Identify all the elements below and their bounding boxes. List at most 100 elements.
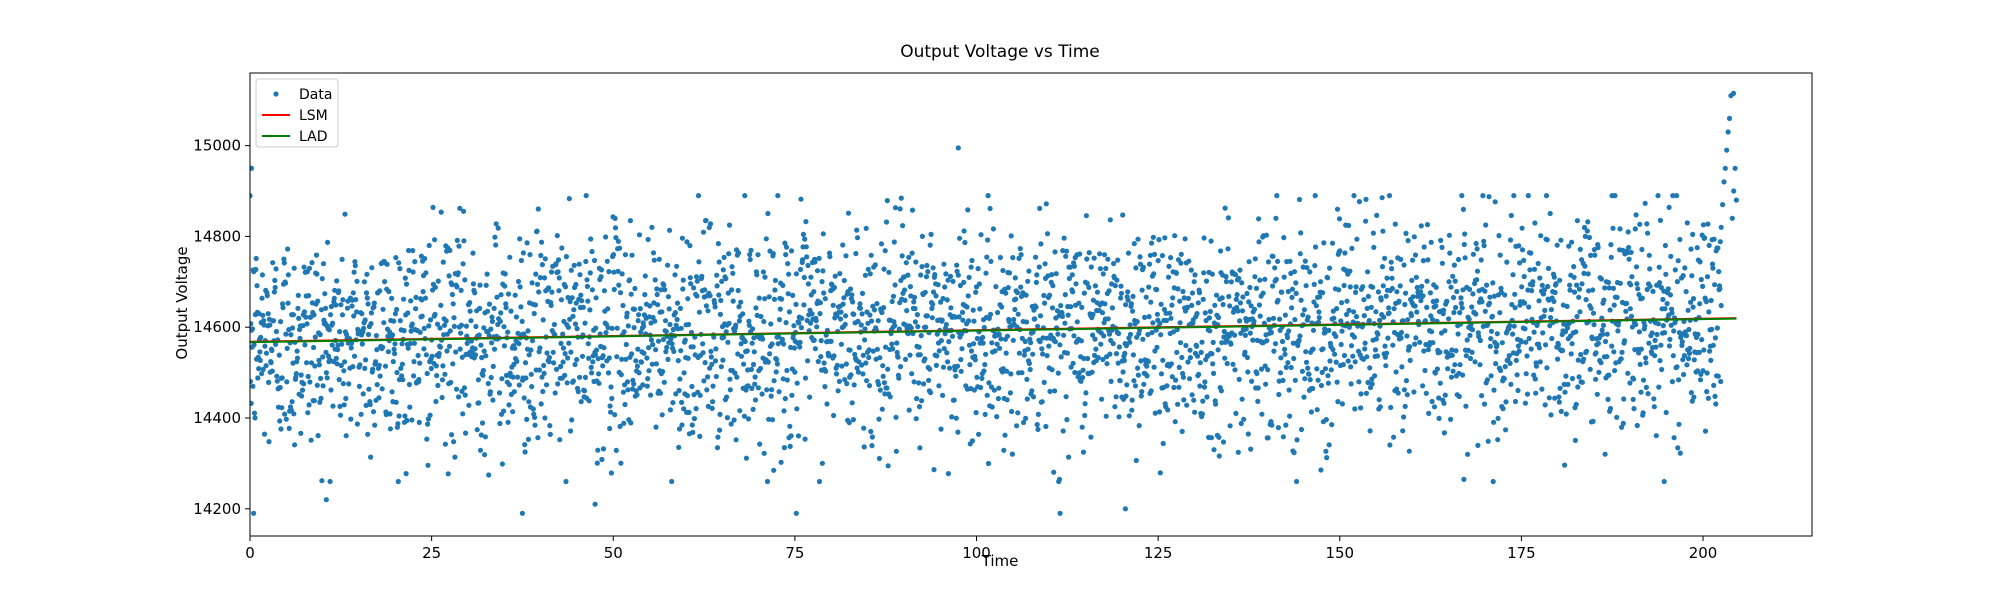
data-point — [323, 349, 329, 355]
data-point — [1145, 331, 1151, 338]
data-point — [955, 145, 961, 151]
data-point — [608, 409, 614, 415]
data-point — [787, 443, 793, 449]
data-point — [842, 377, 848, 383]
data-point — [704, 387, 710, 393]
data-point — [476, 332, 482, 338]
data-point — [824, 401, 830, 407]
data-point — [929, 315, 935, 321]
data-point — [572, 361, 578, 368]
data-point — [1484, 282, 1490, 288]
data-point — [1712, 393, 1718, 399]
data-point — [1080, 449, 1087, 455]
data-point — [1197, 383, 1203, 389]
data-point — [592, 352, 598, 358]
data-point — [1351, 334, 1357, 340]
data-point — [461, 385, 467, 391]
data-point — [1172, 419, 1178, 425]
data-point — [973, 410, 979, 416]
data-point — [1697, 259, 1703, 265]
data-point — [568, 349, 574, 355]
data-point — [1344, 311, 1350, 318]
data-point — [1655, 193, 1661, 199]
data-point — [1073, 281, 1079, 287]
data-point — [477, 305, 483, 311]
data-point — [869, 443, 875, 449]
data-point — [780, 376, 786, 382]
y-axis-label: Output Voltage — [173, 246, 191, 359]
data-point — [845, 210, 852, 216]
data-point — [714, 283, 720, 289]
data-point — [1285, 360, 1291, 366]
data-point — [565, 355, 571, 361]
data-point — [284, 379, 290, 385]
data-point — [556, 275, 562, 281]
data-point — [1340, 362, 1346, 368]
data-point — [456, 243, 462, 249]
data-point — [617, 245, 623, 251]
data-point — [1569, 341, 1575, 347]
data-point — [535, 435, 541, 441]
data-point — [285, 300, 291, 306]
data-point — [1519, 284, 1525, 290]
data-point — [389, 332, 396, 338]
data-point — [735, 287, 741, 294]
data-point — [900, 223, 906, 229]
data-point — [1718, 378, 1724, 385]
data-point — [759, 391, 765, 397]
data-point — [337, 329, 343, 335]
data-point — [1258, 366, 1265, 372]
data-point — [954, 363, 961, 369]
data-point — [590, 359, 596, 365]
data-point — [1521, 257, 1527, 263]
data-point — [396, 260, 402, 266]
data-point — [1181, 295, 1187, 301]
data-point — [1329, 422, 1335, 428]
data-point — [1105, 316, 1111, 322]
data-point — [439, 394, 445, 401]
legend-label-lad: LAD — [299, 129, 327, 145]
data-point — [1530, 279, 1536, 285]
data-point — [819, 460, 826, 466]
data-point — [827, 254, 833, 260]
data-point — [687, 275, 693, 281]
data-point — [1361, 313, 1367, 319]
data-point — [456, 394, 462, 400]
data-point — [1513, 357, 1519, 363]
data-point — [1189, 392, 1195, 398]
data-point — [376, 362, 382, 368]
data-point — [1071, 263, 1077, 269]
data-point — [622, 252, 629, 258]
data-point — [940, 364, 947, 370]
data-point — [721, 254, 727, 260]
data-point — [1230, 361, 1236, 367]
data-point — [1030, 351, 1036, 357]
data-point — [1177, 340, 1184, 346]
data-point — [330, 320, 336, 326]
data-point — [1166, 263, 1172, 269]
data-point — [505, 419, 511, 425]
data-point — [587, 270, 593, 276]
data-point — [258, 334, 264, 340]
data-point — [1560, 347, 1566, 354]
data-point — [798, 196, 804, 202]
data-point — [1007, 390, 1014, 396]
data-point — [292, 442, 298, 448]
data-point — [691, 416, 698, 422]
data-point — [667, 227, 673, 233]
data-point — [1269, 422, 1275, 428]
data-point — [1278, 355, 1284, 361]
data-point — [1083, 390, 1089, 396]
data-point — [1149, 330, 1155, 336]
data-point — [1154, 344, 1160, 350]
data-point — [1140, 264, 1146, 270]
data-point — [1176, 364, 1182, 370]
data-point — [646, 345, 652, 351]
data-point — [1383, 293, 1389, 299]
data-point — [1574, 282, 1580, 288]
data-point — [453, 386, 460, 392]
data-point — [600, 446, 607, 452]
data-point — [974, 335, 980, 342]
data-point — [635, 346, 641, 352]
data-point — [792, 369, 798, 375]
